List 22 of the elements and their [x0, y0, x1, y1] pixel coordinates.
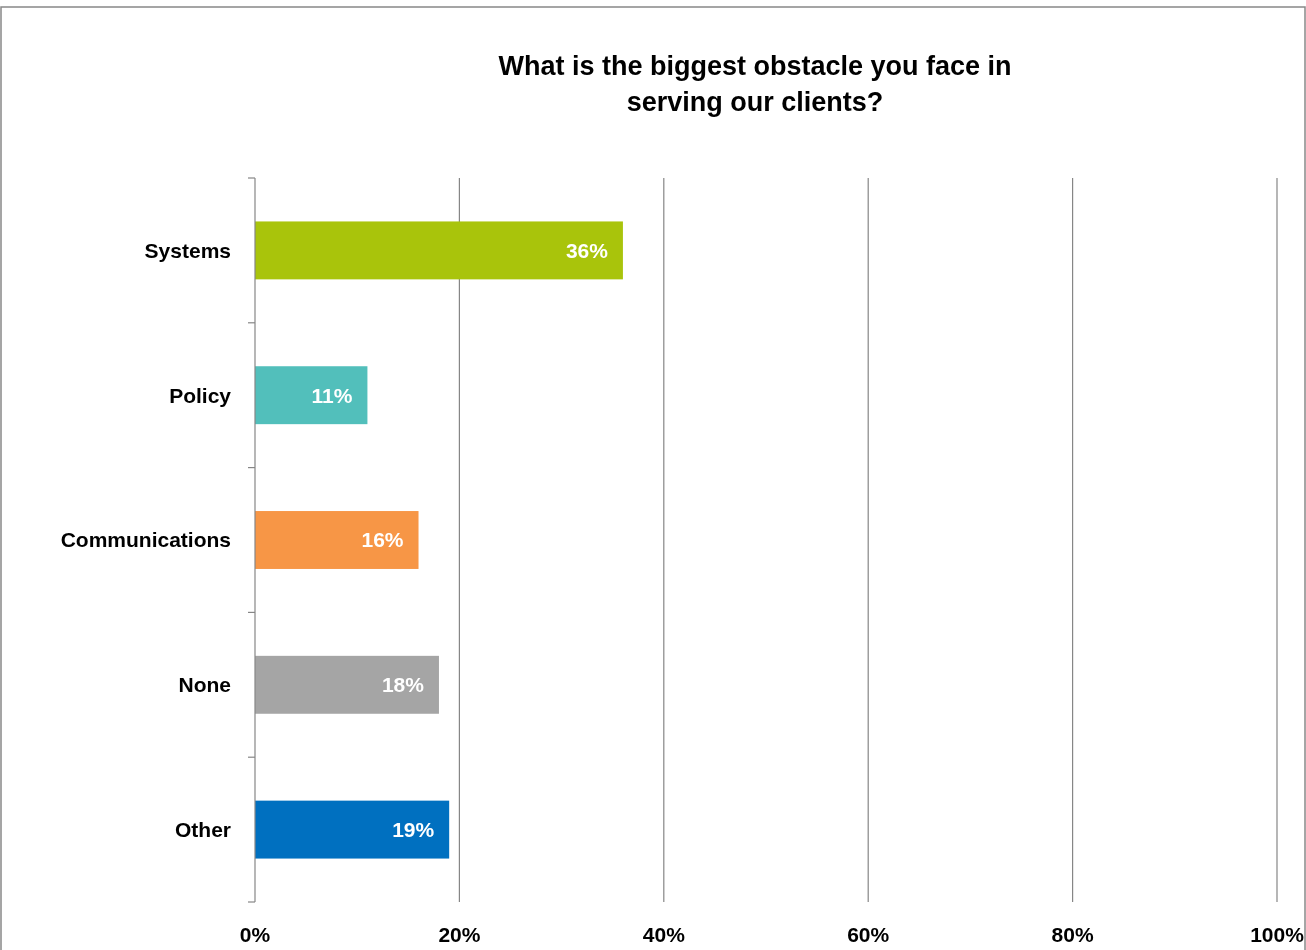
data-label: 19%	[392, 817, 435, 841]
chart-title: What is the biggest obstacle you face in serving our clients?	[498, 51, 1012, 117]
bar	[255, 800, 450, 859]
data-label: 36%	[565, 238, 609, 262]
y-tick-label: Policy	[169, 383, 232, 407]
data-label: 11%	[311, 383, 353, 407]
bar	[255, 221, 623, 280]
data-label: 16%	[361, 528, 404, 552]
y-tick-label: Communications	[60, 528, 231, 552]
x-tick-label: 100%	[1250, 923, 1305, 946]
x-tick-label: 60%	[847, 923, 890, 946]
y-tick-label: Systems	[144, 238, 231, 262]
x-tick-label: 80%	[1051, 923, 1094, 946]
bar	[255, 655, 439, 714]
x-tick-label: 40%	[642, 923, 686, 946]
y-tick-label: None	[178, 673, 231, 697]
y-tick-label: Other	[174, 817, 231, 841]
x-tick-label: 0%	[239, 923, 271, 946]
bar	[255, 511, 419, 569]
x-tick-label: 20%	[438, 923, 481, 946]
data-label: 18%	[381, 673, 425, 697]
bar	[255, 366, 368, 425]
